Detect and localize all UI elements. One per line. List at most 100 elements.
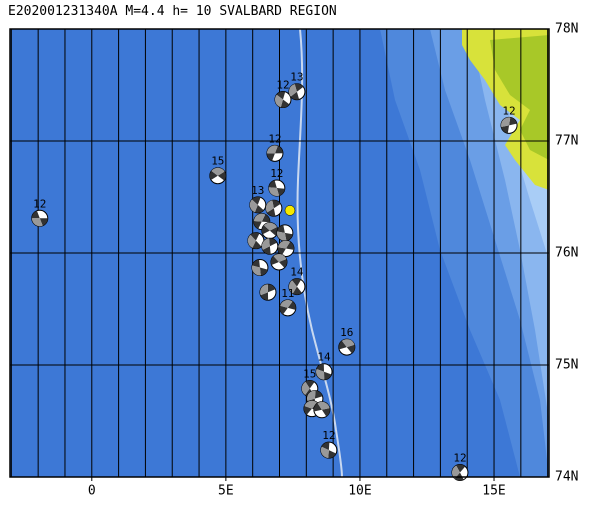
nodal-shade: [260, 284, 268, 296]
compressional-quadrant: [261, 225, 278, 236]
nodal-shade: [249, 199, 258, 213]
compressional-quadrant: [277, 225, 293, 241]
nodal-shade: [317, 401, 330, 410]
focal-mechanism: [31, 209, 49, 227]
map-frame: [9, 28, 550, 478]
compressional-quadrant: [267, 200, 281, 217]
nodal-shade: [276, 231, 287, 241]
compressional-quadrant: [276, 91, 290, 108]
focal-mechanism: [451, 464, 469, 482]
map-title: E202001231340A M=4.4 h= 10 SVALBARD REGI…: [8, 4, 337, 19]
nodal-shade: [261, 238, 270, 250]
focal-mechanism: [276, 224, 294, 242]
compressional-quadrant: [292, 278, 302, 295]
focal-mechanism: [261, 222, 279, 240]
nodal-shade: [501, 117, 511, 127]
nodal-shade: [247, 234, 256, 248]
event-label: 16: [340, 326, 353, 339]
event-label: 14: [290, 266, 304, 279]
event-label: 12: [453, 452, 466, 465]
nodal-shade: [251, 265, 261, 276]
y-tick-label: 77N: [555, 134, 578, 149]
compressional-quadrant: [260, 284, 276, 301]
focal-mechanism: [313, 401, 331, 419]
compressional-quadrant: [316, 363, 332, 380]
compressional-quadrant: [250, 232, 262, 249]
compressional-quadrant: [290, 83, 304, 100]
compressional-quadrant: [251, 196, 264, 213]
y-tick-label: 78N: [555, 22, 578, 37]
nodal-shade: [211, 167, 225, 176]
focal-mechanism: [315, 363, 333, 381]
focal-mechanism: [261, 237, 279, 255]
focal-mechanism: [266, 144, 284, 162]
event-label: 12: [502, 104, 515, 117]
compressional-quadrant: [268, 180, 285, 196]
y-tick-label: 76N: [555, 246, 578, 261]
x-tick-label: 0: [88, 484, 96, 499]
compressional-quadrant: [252, 259, 268, 276]
event-label: 13: [290, 71, 303, 84]
nodal-shade: [288, 280, 297, 294]
y-tick-label: 74N: [555, 470, 578, 485]
compressional-quadrant: [262, 238, 277, 255]
focal-mechanism: [288, 83, 306, 101]
x-tick-label: 10E: [348, 484, 371, 499]
x-tick-label: 15E: [482, 484, 505, 499]
focal-mechanism: [251, 259, 269, 277]
event-label: 12: [268, 132, 281, 145]
compressional-quadrant: [266, 145, 283, 161]
nodal-shade: [301, 381, 310, 395]
nodal-shade: [320, 446, 329, 459]
nodal-shade: [280, 299, 293, 308]
focal-mechanism: [270, 253, 288, 271]
y-tick-label: 75N: [555, 358, 578, 373]
focal-mechanism: [320, 441, 338, 459]
land-high: [490, 35, 549, 160]
event-label: 12: [322, 429, 335, 442]
nodal-shade: [288, 84, 297, 97]
event-label: 13: [251, 184, 264, 197]
nodal-shade: [306, 390, 316, 401]
nodal-shade: [273, 253, 287, 262]
focal-mechanism: [288, 278, 306, 296]
event-label: 12: [276, 79, 289, 92]
compressional-quadrant: [338, 340, 355, 354]
event-label: 12: [270, 167, 283, 180]
compressional-quadrant: [277, 241, 294, 256]
focal-mechanism: [274, 91, 292, 109]
nodal-shade: [253, 213, 266, 222]
focal-mechanism: [500, 116, 518, 134]
event-label: 15: [211, 155, 224, 168]
compressional-quadrant: [31, 210, 48, 226]
event-label: 12: [33, 197, 46, 210]
compressional-quadrant: [270, 256, 287, 268]
focal-mechanism: [268, 179, 286, 197]
focal-mechanism: [279, 299, 297, 317]
nodal-shade: [263, 222, 277, 231]
compressional-quadrant: [313, 403, 330, 417]
epicenter: [284, 205, 296, 216]
nodal-shade: [266, 145, 278, 154]
compressional-quadrant: [253, 214, 270, 229]
nodal-shade: [268, 187, 280, 197]
event-label: 15: [303, 368, 316, 381]
focal-mechanism: [249, 196, 267, 214]
compressional-quadrant: [321, 442, 337, 459]
focal-mechanism: [259, 283, 277, 301]
focal-mechanism: [277, 240, 295, 258]
nodal-shade: [265, 200, 274, 213]
nodal-shade: [31, 218, 43, 227]
nodal-shade: [278, 240, 291, 249]
nodal-shade: [304, 400, 318, 409]
nodal-shade: [341, 339, 355, 348]
event-label: 14: [317, 351, 331, 364]
x-tick-label: 5E: [218, 484, 234, 499]
nodal-shade: [274, 94, 283, 108]
event-label: 11: [281, 287, 294, 300]
focal-mechanism: [209, 167, 227, 185]
nodal-shade: [316, 369, 325, 380]
compressional-quadrant: [501, 117, 517, 134]
graticule: [10, 28, 549, 478]
